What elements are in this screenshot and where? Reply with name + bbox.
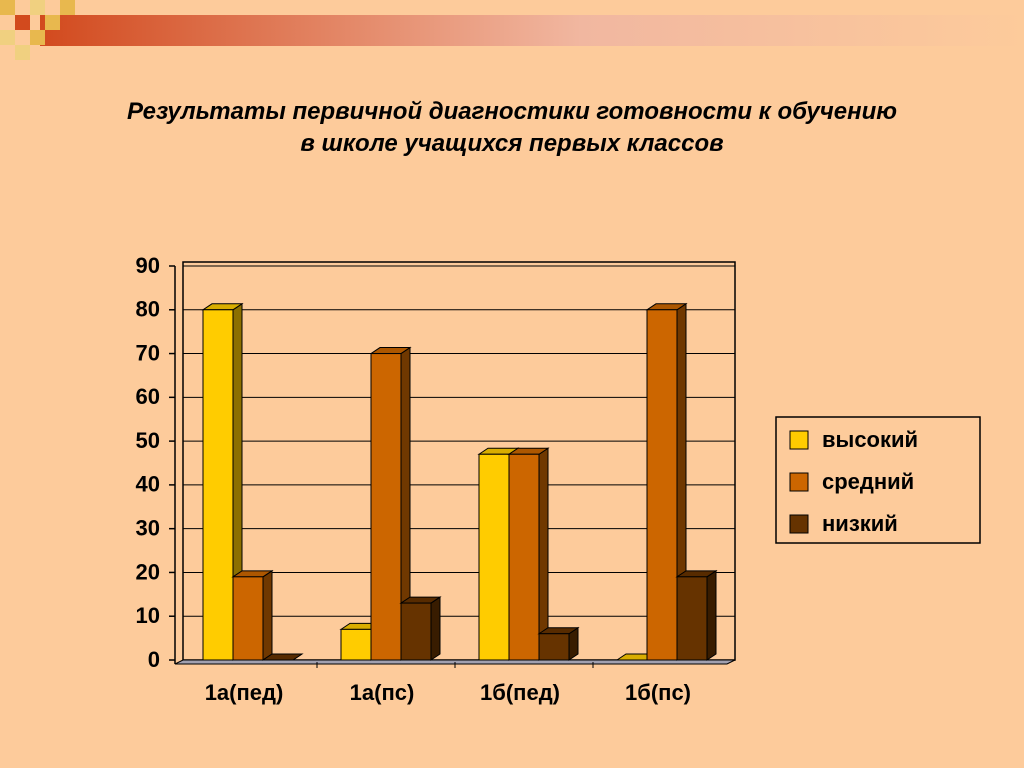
y-tick-label: 10 — [136, 603, 160, 628]
y-tick-label: 50 — [136, 428, 160, 453]
bar-side — [262, 569, 273, 661]
legend-label: высокий — [822, 427, 918, 452]
y-tick-label: 0 — [148, 647, 160, 672]
deco-square — [30, 0, 45, 15]
bar — [202, 309, 234, 661]
header-band — [40, 15, 1024, 46]
bar — [538, 633, 570, 661]
y-tick-label: 30 — [136, 515, 160, 540]
bar — [340, 628, 372, 661]
legend-swatch — [789, 514, 809, 534]
legend-label: низкий — [822, 511, 898, 536]
legend-swatch — [789, 472, 809, 492]
bar-side — [430, 596, 441, 661]
y-tick-label: 60 — [136, 384, 160, 409]
bar — [676, 576, 708, 661]
legend-label: средний — [822, 469, 914, 494]
x-tick-label: 1а(пед) — [205, 680, 284, 705]
y-tick-label: 90 — [136, 253, 160, 278]
bar — [400, 602, 432, 661]
bar — [370, 353, 402, 661]
bar-side — [706, 569, 717, 661]
bar — [646, 309, 678, 661]
bar — [508, 453, 540, 661]
y-tick-label: 80 — [136, 297, 160, 322]
chart-title: Результаты первичной диагностики готовно… — [126, 98, 897, 157]
deco-square — [0, 0, 15, 15]
y-tick-label: 70 — [136, 340, 160, 365]
legend-swatch — [789, 430, 809, 450]
x-tick-label: 1а(пс) — [350, 680, 415, 705]
bar — [478, 453, 510, 661]
bar-top — [261, 653, 304, 661]
deco-square — [15, 15, 30, 30]
y-tick-label: 40 — [136, 472, 160, 497]
x-tick-label: 1б(пед) — [480, 680, 560, 705]
deco-square — [15, 45, 30, 60]
deco-square — [60, 0, 75, 15]
bar — [232, 576, 264, 661]
deco-square — [45, 15, 60, 30]
deco-square — [0, 30, 15, 45]
y-tick-label: 20 — [136, 559, 160, 584]
x-tick-label: 1б(пс) — [625, 680, 691, 705]
deco-square — [30, 30, 45, 45]
legend-box — [775, 416, 981, 544]
